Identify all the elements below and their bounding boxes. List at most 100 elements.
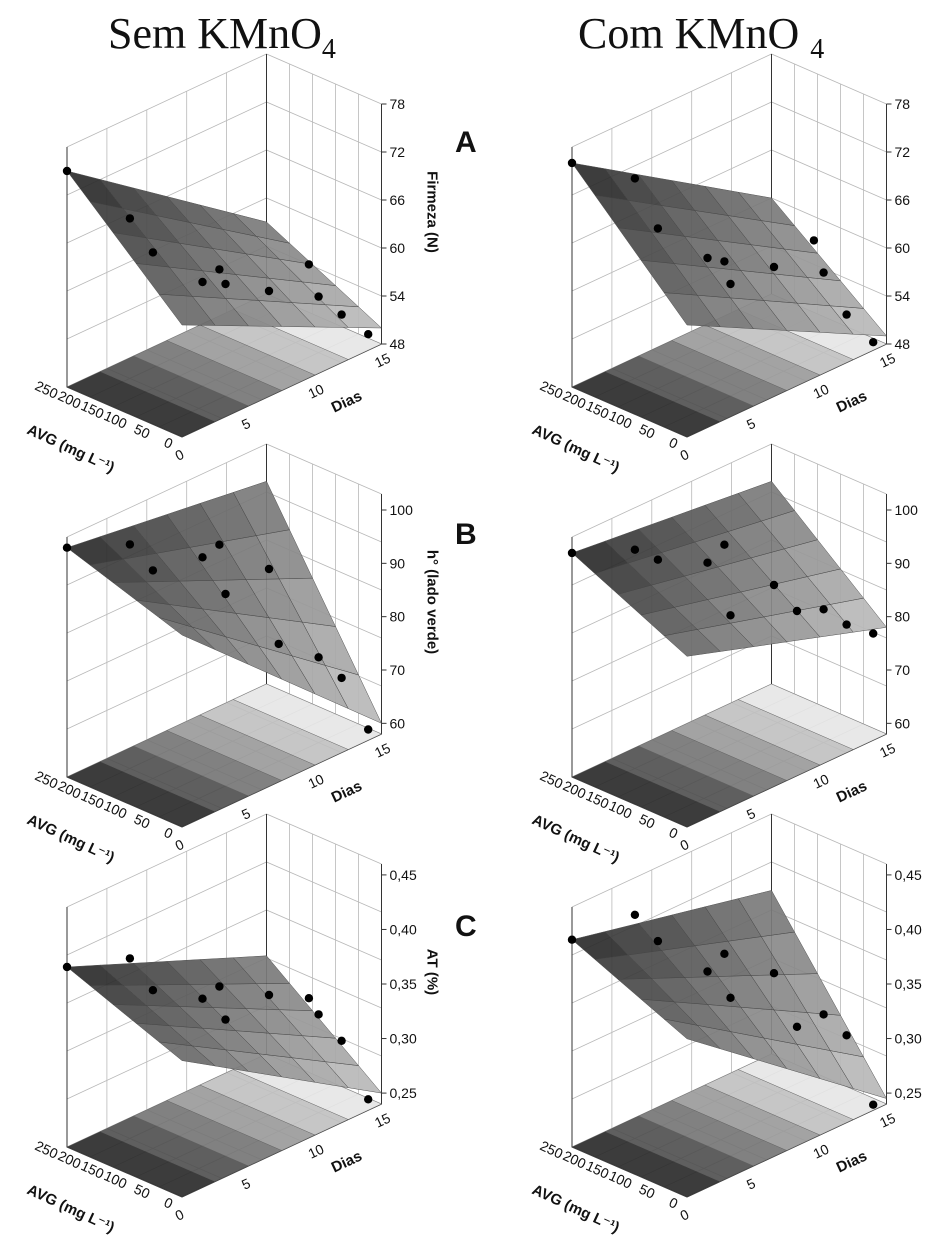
data-point [819, 605, 827, 613]
data-point [198, 278, 206, 286]
title-sem-sub: 4 [322, 34, 336, 65]
data-point [364, 1095, 372, 1103]
data-point [275, 640, 283, 648]
x-tick-label: 10 [306, 381, 327, 402]
data-point [793, 607, 801, 615]
data-point [198, 553, 206, 561]
z-tick-label: 0,25 [390, 1085, 417, 1101]
grid-line [572, 54, 887, 147]
z-tick-label: 48 [390, 336, 406, 352]
grid-line [67, 54, 382, 147]
data-point [305, 260, 313, 268]
data-point [568, 549, 576, 557]
x-tick-label: 10 [811, 771, 832, 792]
data-point [720, 541, 728, 549]
data-point [126, 540, 134, 548]
z-tick-label: 66 [895, 192, 911, 208]
y-tick-label: 50 [132, 421, 153, 442]
data-point [631, 546, 639, 554]
x-axis-label: Dias [329, 778, 365, 807]
data-point [149, 566, 157, 574]
z-axis-label: Firmeza (N) [424, 171, 441, 253]
data-point [810, 236, 818, 244]
data-point [314, 653, 322, 661]
x-tick-label: 0 [173, 1206, 187, 1224]
data-point [337, 674, 345, 682]
data-point [770, 263, 778, 271]
z-axis-label: h° (lado verde) [424, 550, 441, 654]
z-tick-label: 80 [390, 609, 406, 625]
row-letter-c: C [455, 910, 477, 944]
data-point [364, 330, 372, 338]
data-point [265, 991, 273, 999]
z-tick-label: 0,40 [390, 921, 417, 937]
x-tick-label: 5 [239, 415, 253, 433]
x-tick-label: 15 [877, 1110, 898, 1131]
data-point [726, 611, 734, 619]
z-tick-label: 100 [895, 502, 919, 518]
y-axis-label: AVG (mg L⁻¹) [529, 1181, 622, 1236]
row-letter-b: B [455, 518, 477, 552]
row-letter-a: A [455, 126, 477, 160]
x-tick-label: 15 [877, 740, 898, 761]
data-point [305, 994, 313, 1002]
data-point [198, 995, 206, 1003]
x-tick-label: 15 [372, 1110, 393, 1131]
x-tick-label: 0 [173, 446, 187, 464]
data-point [842, 310, 850, 318]
x-tick-label: 0 [678, 446, 692, 464]
x-tick-label: 5 [744, 805, 758, 823]
data-point [215, 982, 223, 990]
x-tick-label: 15 [372, 350, 393, 371]
data-point [215, 541, 223, 549]
z-tick-label: 78 [895, 96, 911, 112]
data-point [364, 725, 372, 733]
data-point [63, 167, 71, 175]
z-tick-label: 0,35 [895, 976, 922, 992]
z-tick-label: 60 [390, 240, 406, 256]
z-tick-label: 0,45 [895, 867, 922, 883]
x-axis-label: Dias [834, 778, 870, 807]
surface [572, 481, 887, 656]
data-point [819, 268, 827, 276]
data-point [568, 936, 576, 944]
x-tick-label: 0 [678, 1206, 692, 1224]
z-tick-label: 70 [390, 662, 406, 678]
z-tick-label: 90 [895, 555, 911, 571]
data-point [337, 310, 345, 318]
data-point [726, 994, 734, 1002]
grid-line [67, 102, 382, 195]
z-tick-label: 78 [390, 96, 406, 112]
data-point [842, 1031, 850, 1039]
data-point [703, 559, 711, 567]
data-point [842, 620, 850, 628]
data-point [149, 986, 157, 994]
data-point [314, 1010, 322, 1018]
data-point [631, 911, 639, 919]
data-point [63, 544, 71, 552]
x-tick-label: 5 [744, 1175, 758, 1193]
data-point [126, 214, 134, 222]
y-tick-label: 50 [637, 421, 658, 442]
data-point [126, 954, 134, 962]
data-point [720, 950, 728, 958]
x-axis-label: Dias [329, 388, 365, 417]
data-point [770, 581, 778, 589]
z-tick-label: 0,30 [390, 1031, 417, 1047]
z-tick-label: 90 [390, 555, 406, 571]
z-tick-label: 70 [895, 662, 911, 678]
x-tick-label: 15 [877, 350, 898, 371]
x-tick-label: 10 [306, 1141, 327, 1162]
data-point [793, 1023, 801, 1031]
z-tick-label: 100 [390, 502, 414, 518]
data-point [654, 937, 662, 945]
x-tick-label: 15 [372, 740, 393, 761]
z-tick-label: 66 [390, 192, 406, 208]
x-tick-label: 10 [811, 381, 832, 402]
data-point [337, 1037, 345, 1045]
y-axis-label: AVG (mg L⁻¹) [529, 421, 622, 476]
